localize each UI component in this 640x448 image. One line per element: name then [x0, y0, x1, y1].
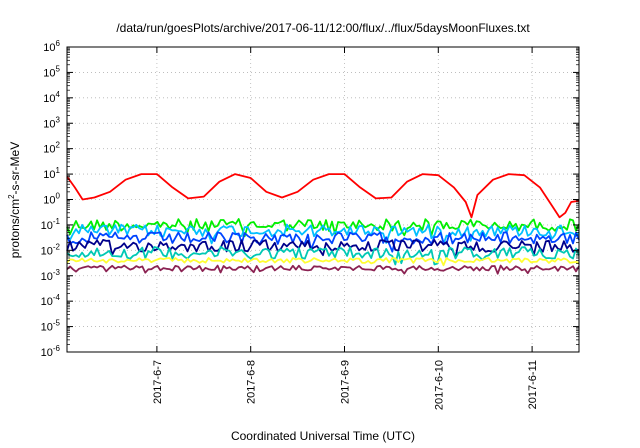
y-axis-label: protons/cm2-s-sr-MeV [7, 142, 22, 258]
x-tick-label: 2017-6-11 [527, 360, 539, 409]
series-layer [66, 173, 580, 275]
y-tick-label: 104 [43, 90, 60, 105]
series-line [66, 257, 580, 267]
x-axis: 2017-6-7 2017-6-8 2017-6-9 2017-6-10 2017-6-… [152, 47, 539, 410]
y-tick-label: 106 [43, 39, 60, 54]
y-axis: 10-6 10-5 10-4 10-3 10-2 10-1 100 101 102 103 104 1… [41, 39, 579, 359]
x-tick-label: 2017-6-8 [246, 360, 258, 404]
y-tick-label: 100 [43, 192, 60, 207]
series-line [66, 264, 580, 275]
series-line [66, 218, 580, 238]
y-tick-label: 101 [43, 166, 60, 181]
series-line [66, 173, 580, 219]
y-tick-label: 105 [43, 64, 60, 79]
y-tick-label: 10-1 [41, 217, 61, 232]
y-tick-label: 103 [43, 115, 60, 130]
x-tick-label: 2017-6-9 [339, 360, 351, 404]
grid [67, 47, 579, 352]
series-line [66, 245, 580, 266]
series-line [66, 231, 580, 253]
y-tick-label: 10-4 [41, 293, 61, 308]
y-tick-label: 10-5 [41, 319, 61, 334]
y-tick-label: 10-2 [41, 242, 61, 257]
x-tick-label: 2017-6-10 [433, 360, 445, 410]
x-axis-label: Coordinated Universal Time (UTC) [231, 429, 415, 443]
chart-title: /data/run/goesPlots/archive/2017-06-11/1… [116, 21, 530, 35]
y-tick-label: 102 [43, 141, 60, 156]
x-tick-label: 2017-6-7 [152, 360, 164, 404]
y-tick-label: 10-3 [41, 268, 61, 283]
y-tick-label: 10-6 [41, 344, 61, 359]
